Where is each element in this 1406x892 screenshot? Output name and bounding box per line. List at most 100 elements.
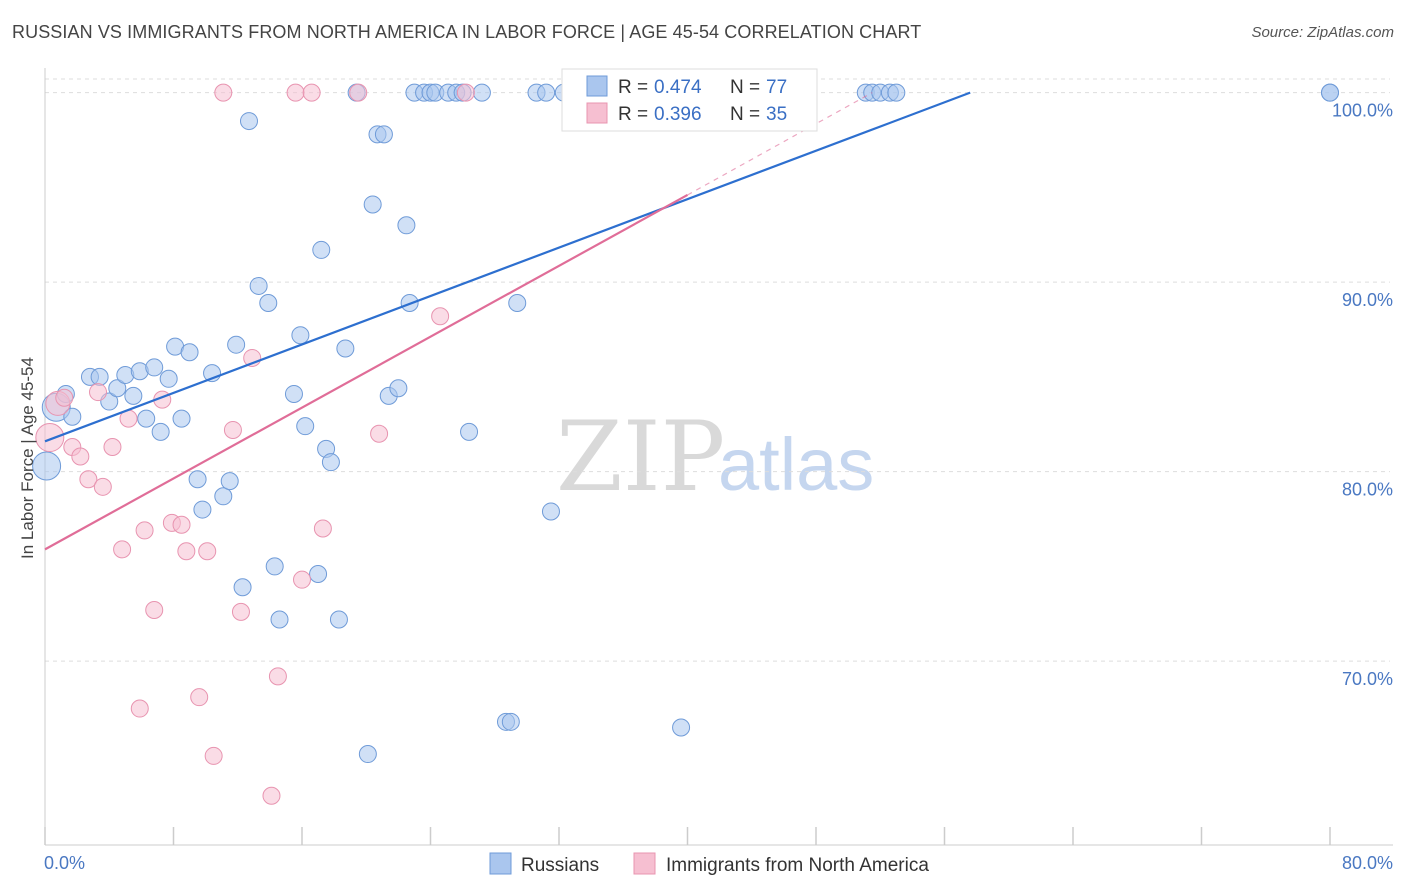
- x-tick-label-min: 0.0%: [44, 853, 85, 873]
- point-immigrants-9: [113, 540, 132, 559]
- trend-line-immigrants: [44, 194, 689, 551]
- point-russians-59: [508, 293, 527, 312]
- point-immigrants-0: [35, 423, 65, 453]
- stats-legend-r-label-russians: R =: [618, 77, 648, 98]
- point-russians-34: [312, 240, 331, 259]
- point-russians-29: [270, 610, 289, 629]
- point-immigrants-34: [456, 83, 475, 102]
- legend-label-immigrants: Immigrants from North America: [666, 855, 929, 876]
- point-russians-76: [1321, 83, 1339, 102]
- point-russians-46: [397, 216, 416, 235]
- point-russians-24: [233, 578, 252, 597]
- legend-swatch-immigrants: [633, 852, 656, 875]
- point-russians-36: [321, 453, 340, 472]
- stats-legend: R = 0.474 N = 77 R = 0.396 N = 35: [561, 68, 818, 132]
- point-immigrants-26: [268, 667, 287, 686]
- point-russians-19: [193, 500, 212, 519]
- point-russians-56: [472, 83, 491, 102]
- point-russians-7: [108, 379, 127, 398]
- point-immigrants-2: [55, 388, 74, 407]
- point-immigrants-32: [370, 424, 389, 443]
- point-russians-28: [265, 557, 284, 576]
- point-immigrants-18: [190, 688, 209, 707]
- chart-title: RUSSIAN VS IMMIGRANTS FROM NORTH AMERICA…: [12, 22, 922, 42]
- point-russians-32: [296, 417, 315, 436]
- point-russians-25: [239, 112, 258, 131]
- trend-line-russians: [44, 91, 971, 443]
- point-russians-45: [389, 379, 408, 398]
- point-russians-17: [180, 343, 199, 362]
- point-immigrants-25: [262, 786, 281, 805]
- point-russians-58: [501, 712, 520, 731]
- y-tick-label-2: 90.0%: [1342, 290, 1393, 310]
- stats-legend-r-value-russians: 0.474: [654, 77, 702, 98]
- trend-lines: [44, 91, 971, 551]
- point-russians-31: [291, 326, 310, 345]
- point-immigrants-19: [198, 542, 217, 561]
- stats-legend-r-label-immigrants: R =: [618, 104, 648, 125]
- stats-legend-n-value-immigrants: 35: [766, 104, 787, 125]
- point-immigrants-29: [302, 83, 321, 102]
- point-russians-18: [188, 470, 207, 489]
- point-immigrants-21: [214, 83, 233, 102]
- point-russians-12: [145, 358, 164, 377]
- stats-legend-n-label-russians: N =: [730, 77, 760, 98]
- point-russians-16: [172, 409, 191, 428]
- point-russians-62: [541, 502, 560, 521]
- point-russians-41: [363, 195, 382, 214]
- point-immigrants-7: [93, 477, 112, 496]
- point-russians-14: [159, 369, 178, 388]
- point-russians-11: [137, 409, 156, 428]
- y-tick-labels: 70.0% 80.0% 90.0% 100.0%: [1332, 101, 1393, 690]
- point-russians-27: [259, 293, 278, 312]
- stats-legend-swatch-immigrants: [586, 102, 608, 124]
- point-immigrants-11: [130, 699, 149, 718]
- point-russians-26: [249, 276, 268, 295]
- stats-legend-n-value-russians: 77: [766, 77, 787, 98]
- watermark-atlas: atlas: [718, 423, 874, 506]
- point-russians-3: [63, 407, 82, 426]
- point-russians-55: [460, 422, 479, 441]
- stats-legend-n-label-immigrants: N =: [730, 104, 760, 125]
- point-immigrants-30: [313, 519, 332, 538]
- point-russians-0: [32, 451, 62, 481]
- legend-label-russians: Russians: [521, 855, 599, 876]
- point-russians-21: [214, 487, 233, 506]
- point-russians-61: [537, 83, 556, 102]
- point-immigrants-4: [71, 447, 90, 466]
- y-axis-label: In Labor Force | Age 45-54: [18, 357, 37, 559]
- point-immigrants-31: [349, 83, 368, 102]
- stats-legend-r-value-immigrants: 0.396: [654, 104, 702, 125]
- y-tick-label-1: 80.0%: [1342, 480, 1393, 500]
- point-russians-30: [284, 384, 303, 403]
- y-tick-label-3: 100.0%: [1332, 101, 1393, 121]
- point-russians-38: [336, 339, 355, 358]
- point-immigrants-20: [204, 746, 223, 765]
- point-immigrants-8: [103, 438, 122, 457]
- grid-lines: [45, 78, 1390, 662]
- point-immigrants-27: [286, 83, 305, 102]
- point-immigrants-23: [231, 602, 250, 621]
- point-russians-22: [220, 472, 239, 491]
- series-immigrants-points: [35, 83, 475, 805]
- point-russians-9: [124, 386, 143, 405]
- point-russians-67: [672, 718, 691, 737]
- point-russians-43: [374, 125, 393, 144]
- legend-swatch-russians: [489, 852, 512, 875]
- point-immigrants-6: [89, 383, 108, 402]
- point-immigrants-22: [223, 420, 242, 439]
- point-russians-5: [90, 367, 109, 386]
- point-immigrants-28: [293, 570, 311, 589]
- x-tick-label-max: 80.0%: [1342, 853, 1393, 873]
- chart-source: Source: ZipAtlas.com: [1251, 24, 1394, 41]
- series-legend: Russians Immigrants from North America: [489, 852, 929, 876]
- watermark-zip: ZIP: [556, 401, 725, 513]
- point-russians-40: [358, 745, 377, 764]
- point-immigrants-13: [145, 601, 164, 620]
- point-immigrants-33: [431, 307, 450, 326]
- point-immigrants-17: [177, 542, 196, 561]
- point-immigrants-16: [172, 515, 191, 534]
- point-russians-23: [227, 335, 246, 354]
- stats-legend-swatch-russians: [586, 75, 608, 97]
